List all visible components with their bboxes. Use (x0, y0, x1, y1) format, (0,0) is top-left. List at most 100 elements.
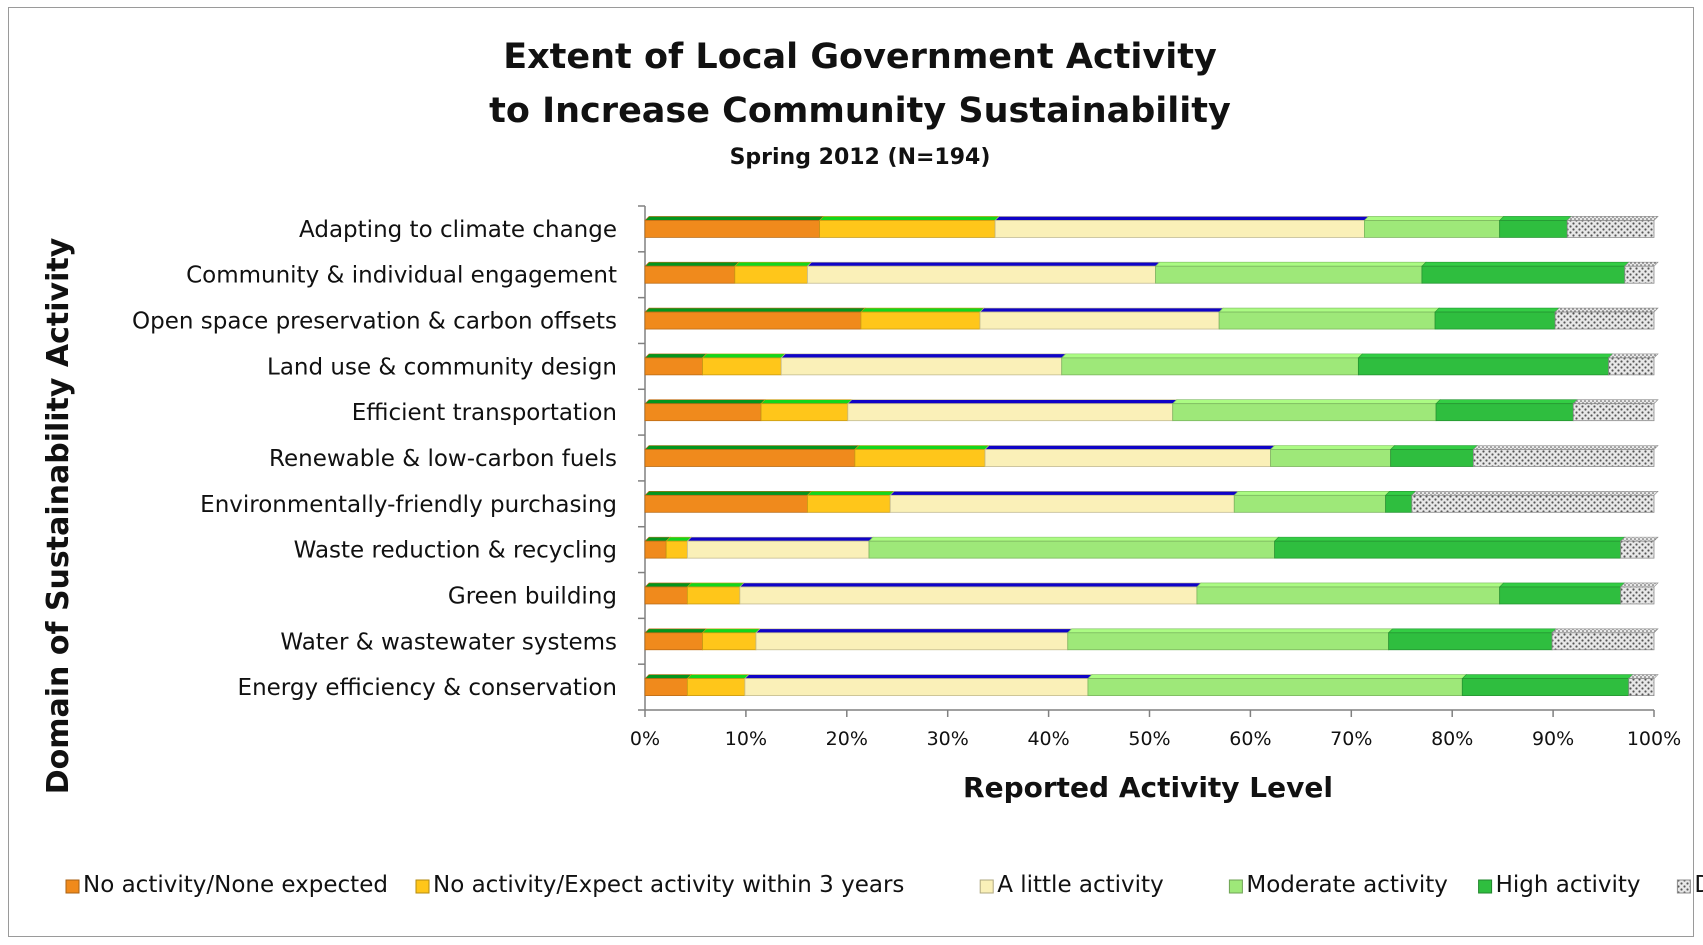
bar-segment-top-face (644, 445, 860, 450)
bar-segment-front-face (1551, 632, 1655, 651)
bar-segment-front-face (686, 540, 870, 559)
bar-segment-don-t-know (1472, 445, 1659, 467)
bar-segment-top-face (1624, 261, 1659, 267)
bar-segment-front-face (819, 220, 996, 238)
category-label: Water & wastewater systems (280, 629, 617, 655)
category-label: Open space preservation & carbon offsets (132, 309, 617, 335)
bar-segment-front-face (807, 265, 1156, 284)
bar-segment-top-face (1572, 399, 1659, 404)
bar-segment-no-activity-expect-activity-within-3-years (701, 628, 761, 651)
bar-segment-front-face (1270, 449, 1392, 467)
bar-segment-top-face (806, 491, 895, 496)
bar-segment-top-face (1434, 307, 1560, 313)
bar-segment-front-face (1620, 540, 1655, 559)
bar-segment-no-activity-none-expected (644, 353, 708, 376)
legend-swatch (979, 879, 994, 894)
bar-segment-top-face (780, 353, 1067, 359)
bar-segment-top-face (1554, 307, 1659, 313)
bar-segment-top-face (984, 445, 1276, 450)
bar-segment-top-face (644, 674, 693, 679)
bar-segment-front-face (702, 632, 757, 651)
bar-segment-high-activity (1273, 536, 1626, 559)
bar-segment-front-face (854, 449, 986, 467)
bar-segment-no-activity-none-expected (644, 536, 671, 559)
x-tick-label: 30% (927, 728, 969, 750)
bar-segment-front-face (780, 357, 1063, 376)
bar-row-energy-efficiency-conservation (644, 674, 1659, 696)
bar-segment-front-face (1364, 220, 1501, 238)
bar-segment-no-activity-expect-activity-within-3-years (665, 536, 693, 559)
bar-segment-top-face (860, 307, 985, 313)
bar-segment-top-face (1421, 261, 1630, 267)
bar-segment-front-face (1411, 494, 1655, 513)
bar-segment-don-t-know (1619, 536, 1659, 559)
bar-segment-moderate-activity (1218, 307, 1440, 330)
legend-label: Don't know (1694, 872, 1703, 898)
category-label: Community & individual engagement (186, 263, 617, 289)
bar-segment-front-face (1624, 265, 1655, 284)
bar-segment-moderate-activity (1087, 674, 1468, 696)
category-label: Land use & community design (267, 354, 617, 380)
bar-segment-top-face (644, 491, 813, 496)
bar-segment-don-t-know (1566, 216, 1659, 238)
bar-row-efficient-transportation (644, 399, 1659, 422)
bar-segment-front-face (1554, 311, 1655, 330)
bar-segment-front-face (994, 220, 1365, 238)
chart-subtitle: Spring 2012 (N=194) (730, 145, 991, 170)
bar-segment-no-activity-expect-activity-within-3-years (686, 674, 750, 696)
bar-segment-front-face (1620, 586, 1655, 605)
bar-segment-top-face (686, 536, 874, 542)
bar-segment-a-little-activity (994, 216, 1370, 238)
bar-row-renewable-low-carbon-fuels (644, 445, 1659, 467)
bar-segment-a-little-activity (744, 674, 1093, 696)
bar-segment-front-face (1385, 494, 1413, 513)
bar-segment-moderate-activity (1060, 353, 1364, 376)
bar-segment-top-face (701, 628, 761, 634)
bar-segment-top-face (1607, 353, 1659, 359)
bar-segment-front-face (1499, 586, 1622, 605)
bar-segment-high-activity (1389, 445, 1479, 467)
bar-segment-front-face (644, 632, 703, 651)
bar-row-green-building (644, 582, 1659, 605)
bar-segment-top-face (744, 674, 1093, 679)
bar-segment-no-activity-none-expected (644, 261, 740, 284)
bar-segment-no-activity-expect-activity-within-3-years (806, 491, 895, 513)
bar-segment-high-activity (1461, 674, 1634, 696)
bar-segment-top-face (994, 216, 1370, 221)
bar-segment-top-face (868, 536, 1280, 542)
bar-segment-no-activity-expect-activity-within-3-years (686, 582, 745, 605)
bar-segment-front-face (686, 586, 741, 605)
bar-segment-front-face (644, 586, 688, 605)
chart-frame (8, 7, 1694, 937)
bar-segment-front-face (1388, 632, 1553, 651)
bar-segment-top-face (1087, 674, 1468, 679)
legend-label: No activity/Expect activity within 3 yea… (433, 872, 904, 898)
bar-segment-top-face (1566, 216, 1659, 221)
x-tick-label: 0% (630, 728, 660, 750)
bar-segment-front-face (1435, 403, 1574, 422)
legend-item-no-activity-expect-activity-within-3-years: No activity/Expect activity within 3 yea… (415, 872, 904, 898)
bar-segment-top-face (739, 582, 1202, 588)
bar-row-open-space-preservation-carbon-offsets (644, 307, 1659, 330)
bar-segment-don-t-know (1572, 399, 1659, 422)
legend-swatch (1478, 879, 1493, 894)
chart-title-line-2: to Increase Community Sustainability (489, 91, 1231, 131)
bar-row-water-wastewater-systems (644, 628, 1659, 651)
x-tick-label: 60% (1229, 728, 1271, 750)
bar-segment-top-face (1387, 628, 1557, 634)
bar-segment-top-face (686, 674, 750, 679)
bar-segment-top-face (979, 307, 1224, 313)
bar-segment-top-face (1384, 491, 1417, 496)
bar-segment-top-face (644, 399, 766, 404)
bar-segment-top-face (644, 582, 693, 588)
bar-segment-top-face (701, 353, 786, 359)
category-label: Efficient transportation (352, 400, 617, 426)
bar-segment-top-face (1357, 353, 1614, 359)
bar-segment-high-activity (1387, 628, 1557, 651)
bar-segment-front-face (1572, 403, 1655, 422)
category-label: Adapting to climate change (299, 217, 617, 243)
bar-segment-a-little-activity (755, 628, 1073, 651)
bar-segment-front-face (1434, 311, 1556, 330)
bar-segment-a-little-activity (806, 261, 1161, 284)
